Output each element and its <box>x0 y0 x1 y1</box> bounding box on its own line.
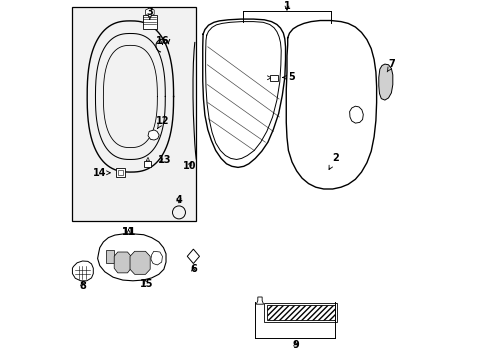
Polygon shape <box>187 249 199 264</box>
Polygon shape <box>145 8 154 17</box>
Text: 4: 4 <box>175 195 182 205</box>
Bar <box>264 303 337 322</box>
Text: 2: 2 <box>328 153 338 170</box>
Text: 15: 15 <box>140 279 153 289</box>
Polygon shape <box>106 250 114 263</box>
FancyBboxPatch shape <box>142 15 156 29</box>
Text: 7: 7 <box>386 59 395 72</box>
Polygon shape <box>114 252 131 273</box>
Text: 14: 14 <box>93 168 110 178</box>
Text: 9: 9 <box>292 340 298 350</box>
Polygon shape <box>256 297 263 304</box>
Text: 3: 3 <box>146 6 153 19</box>
Polygon shape <box>146 157 149 161</box>
Text: 1: 1 <box>283 1 290 12</box>
Polygon shape <box>378 64 392 100</box>
Text: 11: 11 <box>121 227 136 237</box>
Bar <box>118 170 122 175</box>
Text: 5: 5 <box>282 72 295 82</box>
Bar <box>270 75 278 81</box>
Text: 13: 13 <box>158 155 171 165</box>
Polygon shape <box>98 234 166 281</box>
Text: 10: 10 <box>183 161 196 171</box>
Text: 8: 8 <box>79 281 86 291</box>
Polygon shape <box>72 261 93 281</box>
Bar <box>72 7 196 221</box>
Polygon shape <box>151 251 162 265</box>
Text: 16: 16 <box>155 36 169 46</box>
Text: 12: 12 <box>155 116 169 129</box>
Bar <box>116 168 124 177</box>
Polygon shape <box>144 161 151 167</box>
Bar <box>266 305 334 320</box>
Polygon shape <box>349 106 363 123</box>
Polygon shape <box>148 130 159 140</box>
Text: 11: 11 <box>122 227 135 237</box>
Text: 6: 6 <box>190 264 196 274</box>
Polygon shape <box>130 251 150 274</box>
